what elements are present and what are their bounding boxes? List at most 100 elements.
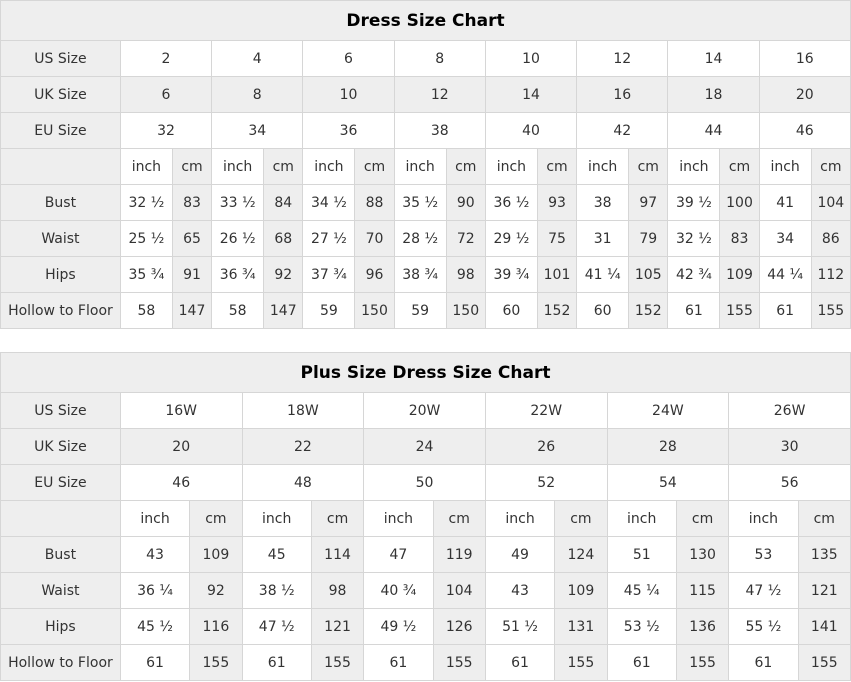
size-value-cell: 44 [667, 112, 760, 149]
size-value-cell: 54 [606, 464, 730, 501]
unit-cm-cell: cm [432, 500, 486, 537]
cm-value-cell: 147 [171, 292, 213, 329]
cm-value-cell: 109 [554, 572, 608, 609]
cm-value-cell: 155 [810, 292, 851, 329]
inch-value-cell: 47 [363, 536, 434, 573]
inch-value-cell: 38 ½ [241, 572, 312, 609]
cm-value-cell: 152 [628, 292, 669, 329]
unit-header-row: inch cm inch cm inch cm inch cm inch cm inch cm [0, 500, 851, 537]
size-row: US Size 16W 18W 20W 22W 24W 26W [0, 392, 851, 429]
inch-value-cell: 45 ¼ [606, 572, 677, 609]
inch-value-cell: 61 [484, 644, 556, 681]
inch-value-cell: 61 [606, 644, 677, 681]
inch-value-cell: 60 [576, 292, 630, 329]
inch-value-cell: 34 [758, 220, 812, 257]
inch-value-cell: 61 [728, 644, 799, 681]
unit-cm-cell: cm [171, 148, 213, 185]
inch-value-cell: 38 [576, 184, 630, 221]
cm-value-cell: 92 [189, 572, 243, 609]
unit-cm-cell: cm [536, 148, 578, 185]
measurement-row: Hips 45 ½ 116 47 ½ 121 49 ½ 126 51 ½ 131 53 ½ 136 5… [0, 608, 851, 645]
size-value-cell: 16 [758, 40, 851, 77]
cm-value-cell: 97 [628, 184, 669, 221]
measurement-row: Bust 32 ½ 83 33 ½ 84 34 ½ 88 35 ½ 90 36 ½ 93 38 97 39… [0, 184, 851, 221]
size-value-cell: 14 [667, 40, 760, 77]
size-value-cell: 20W [363, 392, 486, 429]
size-value-cell: 26 [484, 428, 608, 465]
cm-value-cell: 121 [797, 572, 851, 609]
measurement-row: Waist 36 ¼ 92 38 ½ 98 40 ¾ 104 43 109 45 ¼ 115 47 ½… [0, 572, 851, 609]
inch-value-cell: 37 ¾ [302, 256, 356, 293]
unit-cm-cell: cm [554, 500, 608, 537]
size-row: EU Size 46 48 50 52 54 56 [0, 464, 851, 501]
measurement-row: Hollow to Floor 58 147 58 147 59 150 59 150 60 152… [0, 292, 851, 329]
size-row: US Size 2 4 6 8 10 12 14 16 [0, 40, 851, 77]
cm-value-cell: 155 [432, 644, 486, 681]
unit-cm-cell: cm [628, 148, 669, 185]
row-label-cell: UK Size [0, 76, 121, 113]
inch-value-cell: 58 [119, 292, 173, 329]
size-row: EU Size 32 34 36 38 40 42 44 46 [0, 112, 851, 149]
size-value-cell: 18 [667, 76, 760, 113]
cm-value-cell: 83 [171, 184, 213, 221]
inch-value-cell: 33 ½ [211, 184, 265, 221]
plus-size-dress-size-table: Plus Size Dress Size Chart US Size 16W 18W 2… [0, 352, 851, 681]
cm-value-cell: 109 [719, 256, 760, 293]
cm-value-cell: 83 [719, 220, 760, 257]
size-value-cell: 46 [758, 112, 851, 149]
inch-value-cell: 31 [576, 220, 630, 257]
cm-value-cell: 79 [628, 220, 669, 257]
cm-value-cell: 155 [675, 644, 730, 681]
inch-value-cell: 61 [119, 644, 191, 681]
cm-value-cell: 104 [810, 184, 851, 221]
unit-inch-cell: inch [484, 500, 556, 537]
cm-value-cell: 70 [354, 220, 395, 257]
inch-value-cell: 35 ¾ [119, 256, 173, 293]
inch-value-cell: 41 [758, 184, 812, 221]
cm-value-cell: 150 [354, 292, 395, 329]
cm-value-cell: 152 [536, 292, 578, 329]
inch-value-cell: 36 ½ [484, 184, 538, 221]
unit-inch-cell: inch [119, 500, 191, 537]
inch-value-cell: 45 ½ [119, 608, 191, 645]
size-value-cell: 6 [302, 40, 395, 77]
row-label-cell: US Size [0, 392, 121, 429]
inch-value-cell: 44 ¼ [758, 256, 812, 293]
cm-value-cell: 155 [719, 292, 760, 329]
cm-value-cell: 114 [310, 536, 365, 573]
size-value-cell: 12 [393, 76, 486, 113]
row-label-cell: Bust [0, 184, 121, 221]
size-value-cell: 22 [241, 428, 365, 465]
inch-value-cell: 51 ½ [484, 608, 556, 645]
inch-value-cell: 35 ½ [393, 184, 447, 221]
cm-value-cell: 119 [432, 536, 486, 573]
inch-value-cell: 45 [241, 536, 312, 573]
unit-cm-cell: cm [810, 148, 851, 185]
measurement-row: Hollow to Floor 61 155 61 155 61 155 61 155 61 155… [0, 644, 851, 681]
size-value-cell: 26W [728, 392, 851, 429]
cm-value-cell: 91 [171, 256, 213, 293]
cm-value-cell: 155 [189, 644, 243, 681]
unit-header-row: inch cm inch cm inch cm inch cm inch cm inch cm inch… [0, 148, 851, 185]
row-label-cell: Hips [0, 256, 121, 293]
cm-value-cell: 72 [445, 220, 486, 257]
cm-value-cell: 124 [554, 536, 608, 573]
cm-value-cell: 130 [675, 536, 730, 573]
row-label-cell: Hollow to Floor [0, 292, 121, 329]
cm-value-cell: 92 [263, 256, 304, 293]
inch-value-cell: 36 ¾ [211, 256, 265, 293]
inch-value-cell: 34 ½ [302, 184, 356, 221]
unit-inch-cell: inch [758, 148, 812, 185]
unit-inch-cell: inch [606, 500, 677, 537]
chart-title: Dress Size Chart [0, 0, 851, 41]
inch-value-cell: 38 ¾ [393, 256, 447, 293]
inch-value-cell: 47 ½ [241, 608, 312, 645]
unit-inch-cell: inch [576, 148, 630, 185]
inch-value-cell: 61 [667, 292, 721, 329]
size-value-cell: 12 [576, 40, 669, 77]
dress-size-chart-section: Dress Size Chart US Size 2 4 6 8 10 12 14 16 UK Si… [0, 0, 851, 329]
size-value-cell: 8 [393, 40, 486, 77]
size-value-cell: 56 [728, 464, 851, 501]
inch-value-cell: 40 ¾ [363, 572, 434, 609]
